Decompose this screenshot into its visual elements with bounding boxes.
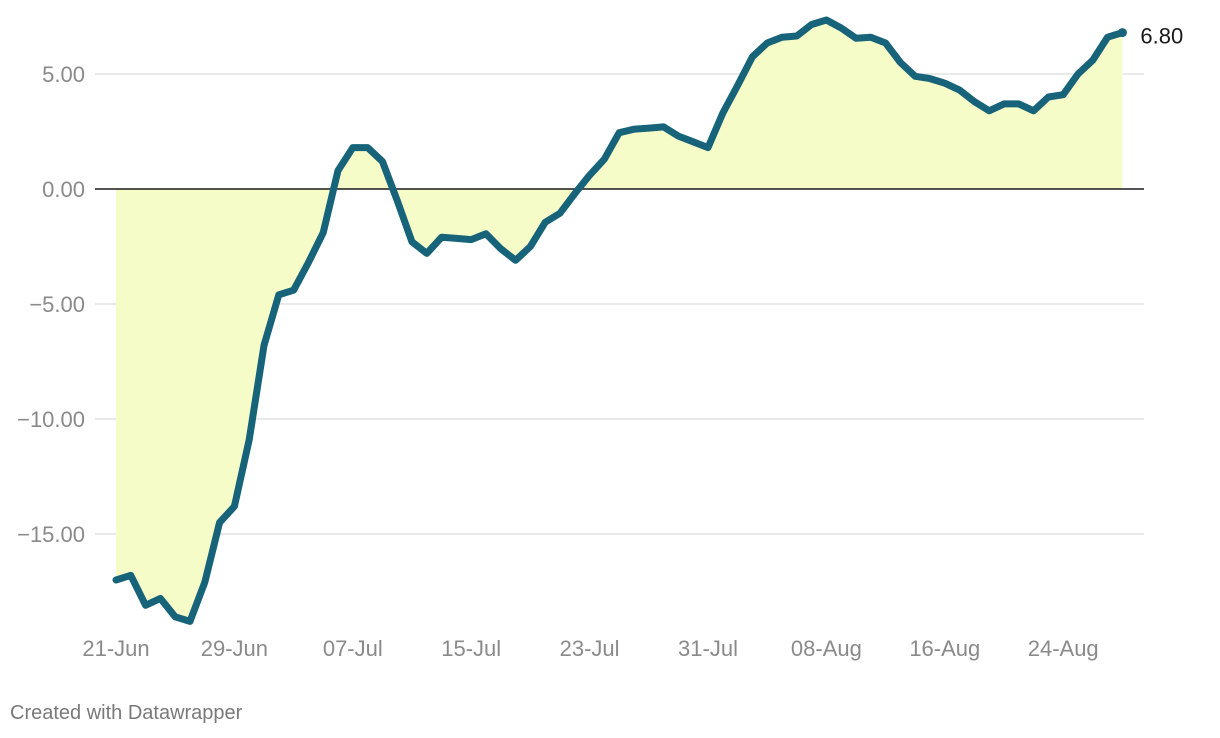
data-point [794, 33, 800, 39]
data-point [601, 156, 607, 162]
data-point [809, 22, 815, 28]
data-point [942, 80, 948, 86]
data-point [1075, 71, 1081, 77]
series-line [112, 16, 1126, 625]
x-tick-label: 23-Jul [560, 636, 620, 661]
data-point [394, 198, 400, 204]
data-point [957, 87, 963, 93]
data-point [572, 191, 578, 197]
data-point [305, 260, 311, 266]
data-point [1016, 101, 1022, 107]
data-point [202, 579, 208, 585]
data-point [1045, 94, 1051, 100]
data-point [187, 618, 193, 624]
data-point [172, 614, 178, 620]
data-point [365, 145, 371, 151]
data-point [261, 342, 267, 348]
data-point [379, 158, 385, 164]
data-point [912, 73, 918, 79]
y-tick-label: −5.00 [29, 292, 85, 317]
area-fill [116, 20, 1123, 622]
data-point [1090, 57, 1096, 63]
x-tick-label: 16-Aug [909, 636, 980, 661]
data-point [927, 76, 933, 82]
data-point [409, 239, 415, 245]
data-point [217, 520, 223, 526]
data-point [897, 60, 903, 66]
x-tick-label: 08-Aug [791, 636, 862, 661]
data-point [143, 602, 149, 608]
data-point [749, 54, 755, 60]
data-point [468, 237, 474, 243]
data-point [838, 25, 844, 31]
data-point [675, 133, 681, 139]
data-point [542, 219, 548, 225]
data-point [1105, 34, 1111, 40]
data-point [971, 99, 977, 105]
y-tick-label: −10.00 [17, 407, 85, 432]
x-axis-labels: 21-Jun 29-Jun 07-Jul 15-Jul 23-Jul 31-Jul 08-A… [82, 636, 1098, 661]
data-point [631, 126, 637, 132]
data-point [157, 595, 163, 601]
data-point [646, 125, 652, 131]
data-point [1001, 101, 1007, 107]
data-point [231, 503, 237, 509]
x-tick-label: 07-Jul [323, 636, 383, 661]
data-point [246, 437, 252, 443]
data-point [823, 17, 829, 23]
data-point [557, 210, 563, 216]
data-point [483, 231, 489, 237]
data-point [720, 110, 726, 116]
data-point [986, 108, 992, 114]
data-point [735, 83, 741, 89]
data-point [1119, 30, 1125, 36]
data-point [350, 145, 356, 151]
x-tick-label: 31-Jul [678, 636, 738, 661]
data-point [276, 292, 282, 298]
data-point [320, 230, 326, 236]
series-end-marker [1117, 28, 1127, 38]
data-point [587, 172, 593, 178]
end-value-label: 6.80 [1140, 24, 1183, 49]
data-point [291, 287, 297, 293]
credit-text: Created with Datawrapper [10, 702, 243, 724]
data-point [868, 34, 874, 40]
data-point [883, 40, 889, 46]
data-point [1031, 108, 1037, 114]
data-point [513, 257, 519, 263]
x-tick-label: 21-Jun [82, 636, 149, 661]
data-point [453, 235, 459, 241]
data-point [439, 234, 445, 240]
x-tick-label: 15-Jul [441, 636, 501, 661]
data-point [779, 34, 785, 40]
data-point [661, 124, 667, 130]
data-point [527, 244, 533, 250]
data-point [853, 35, 859, 41]
y-tick-label: 5.00 [42, 62, 85, 87]
data-point [424, 250, 430, 256]
data-point [616, 130, 622, 136]
data-point [1060, 92, 1066, 98]
data-point [764, 40, 770, 46]
x-tick-label: 24-Aug [1028, 636, 1099, 661]
y-tick-label: 0.00 [42, 177, 85, 202]
data-point [690, 139, 696, 145]
data-point [128, 572, 134, 578]
data-point [498, 246, 504, 252]
data-point [705, 145, 711, 151]
x-tick-label: 29-Jun [201, 636, 268, 661]
y-axis-labels: 5.00 0.00 −5.00 −10.00 −15.00 [17, 62, 85, 547]
data-point [335, 168, 341, 174]
data-point [113, 577, 119, 583]
y-tick-label: −15.00 [17, 522, 85, 547]
